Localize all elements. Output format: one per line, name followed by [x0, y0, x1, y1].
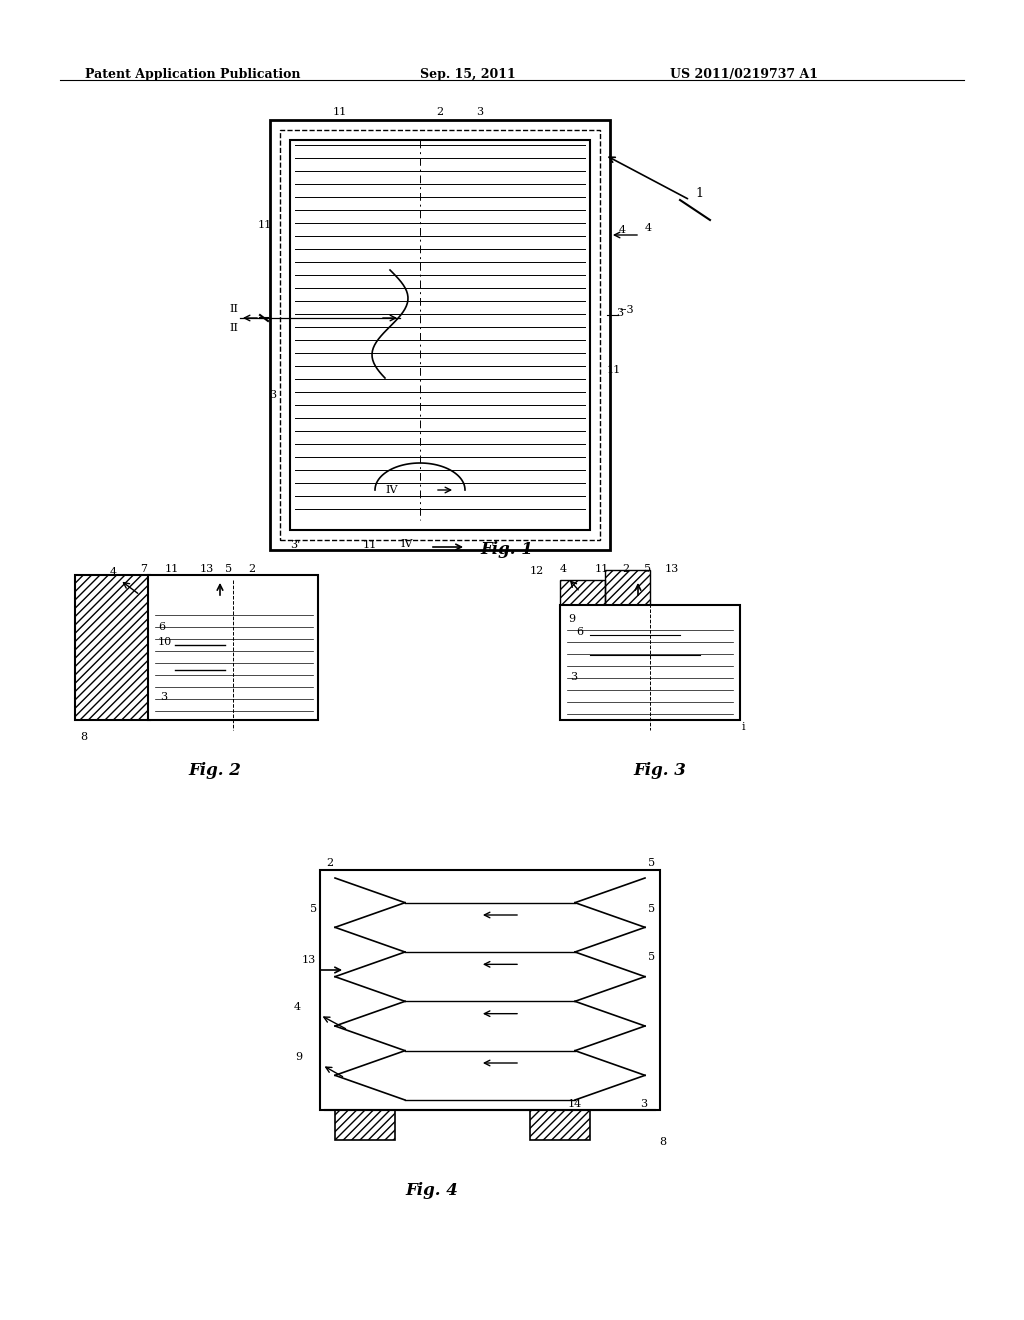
Bar: [605, 570, 650, 605]
Text: 6: 6: [575, 627, 583, 638]
Text: 4: 4: [618, 224, 626, 235]
Text: IV: IV: [400, 539, 413, 549]
Text: --3: --3: [620, 305, 635, 315]
Text: 4: 4: [110, 568, 117, 577]
Text: 3: 3: [570, 672, 578, 682]
Text: 11: 11: [258, 220, 272, 230]
Bar: [148, 585, 183, 605]
Text: 11: 11: [362, 540, 377, 550]
Text: Sep. 15, 2011: Sep. 15, 2011: [420, 69, 516, 81]
Text: 2: 2: [248, 564, 255, 574]
Text: IV: IV: [385, 484, 398, 495]
Text: 2: 2: [326, 858, 333, 869]
Bar: [290, 140, 590, 531]
Text: 5: 5: [310, 904, 317, 913]
Text: Fig. 1: Fig. 1: [480, 541, 532, 558]
Bar: [560, 579, 605, 610]
Text: Fig. 2: Fig. 2: [188, 762, 242, 779]
Bar: [270, 120, 610, 550]
Text: 3': 3': [290, 540, 300, 550]
Text: 8: 8: [80, 733, 87, 742]
Text: Fig. 3: Fig. 3: [634, 762, 686, 779]
Text: 3: 3: [476, 107, 483, 117]
Bar: [560, 605, 740, 719]
Text: 3: 3: [269, 389, 276, 400]
Text: 5: 5: [225, 564, 232, 574]
Bar: [75, 576, 150, 719]
Text: 1: 1: [695, 187, 703, 201]
Text: 9: 9: [295, 1052, 302, 1063]
Text: 9: 9: [568, 614, 575, 624]
Text: 11: 11: [607, 366, 622, 375]
Bar: [148, 576, 318, 719]
Text: 3: 3: [160, 692, 167, 702]
Text: 3: 3: [616, 308, 624, 318]
Text: 3: 3: [640, 1100, 647, 1109]
Text: Fig. 4: Fig. 4: [406, 1181, 459, 1199]
Text: 5: 5: [644, 564, 651, 574]
Text: 5: 5: [648, 952, 655, 962]
Text: 6: 6: [158, 622, 165, 632]
Text: 13: 13: [302, 954, 316, 965]
Text: 5: 5: [648, 904, 655, 913]
Text: 12: 12: [530, 566, 544, 576]
Text: 11: 11: [165, 564, 179, 574]
Text: 4: 4: [645, 223, 652, 234]
Text: 10: 10: [158, 638, 172, 647]
Text: 2: 2: [622, 564, 629, 574]
Bar: [280, 129, 600, 540]
Bar: [335, 1110, 395, 1140]
Text: 4: 4: [294, 1002, 301, 1012]
Text: Patent Application Publication: Patent Application Publication: [85, 69, 300, 81]
Text: 14: 14: [568, 1100, 583, 1109]
Text: i: i: [742, 722, 745, 733]
Text: 7: 7: [140, 564, 147, 574]
Bar: [530, 1110, 590, 1140]
Text: 5: 5: [648, 858, 655, 869]
Text: 8: 8: [659, 1137, 667, 1147]
Text: 11: 11: [595, 564, 609, 574]
Text: US 2011/0219737 A1: US 2011/0219737 A1: [670, 69, 818, 81]
Text: 13: 13: [200, 564, 214, 574]
Text: 2: 2: [436, 107, 443, 117]
Text: 11: 11: [333, 107, 347, 117]
Text: 4: 4: [560, 564, 567, 574]
Text: 13: 13: [665, 564, 679, 574]
Text: II: II: [229, 304, 238, 314]
Text: II: II: [229, 323, 238, 333]
Bar: [319, 870, 660, 1110]
